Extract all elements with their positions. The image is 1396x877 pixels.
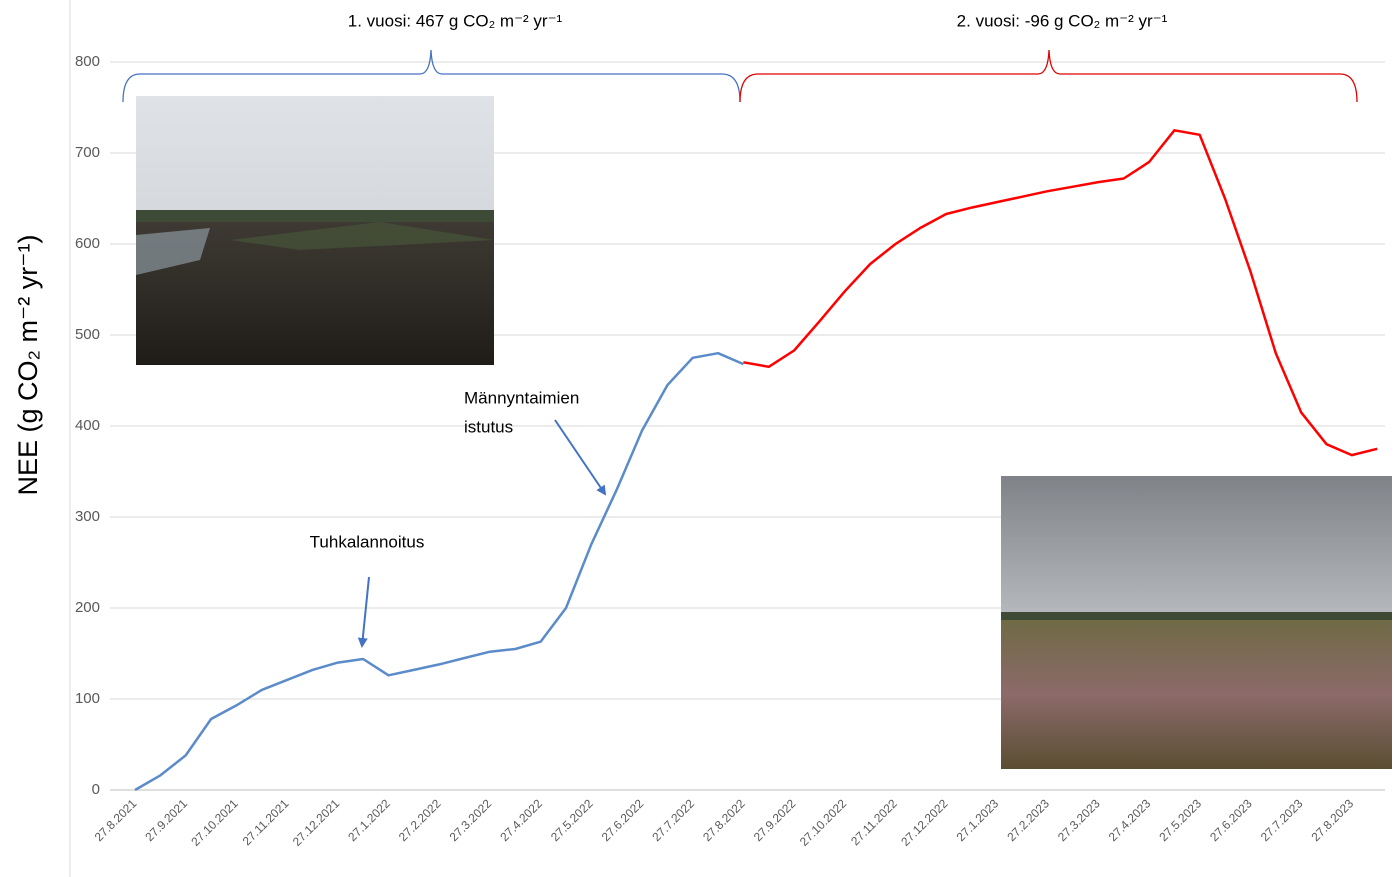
annotation: Tuhkalannoitus xyxy=(310,532,425,551)
photo-1 xyxy=(136,96,494,365)
x-tick-label: 27.2.2023 xyxy=(1004,796,1052,844)
series-line xyxy=(743,130,1377,455)
y-tick-label: 100 xyxy=(75,690,100,707)
x-tick-label: 27.3.2022 xyxy=(447,796,495,844)
x-tick-label: 27.5.2023 xyxy=(1156,796,1204,844)
y-tick-label: 700 xyxy=(75,144,100,161)
brace-year-1 xyxy=(123,50,740,102)
x-tick-label: 27.1.2023 xyxy=(954,796,1002,844)
x-tick-label: 27.6.2023 xyxy=(1207,796,1255,844)
y-tick-label: 300 xyxy=(75,508,100,525)
arrow xyxy=(555,420,605,494)
x-tick-label: 27.4.2023 xyxy=(1106,796,1154,844)
x-tick-label: 27.8.2023 xyxy=(1309,796,1357,844)
x-tick-label: 27.3.2023 xyxy=(1055,796,1103,844)
x-tick-label: 27.7.2022 xyxy=(649,796,697,844)
x-tick-label: 27.1.2022 xyxy=(345,796,393,844)
series-line xyxy=(135,353,743,790)
annotation: 2. vuosi: -96 g CO₂ m⁻² yr⁻¹ xyxy=(957,11,1168,30)
arrow xyxy=(362,577,369,646)
x-tick-label: 27.6.2022 xyxy=(599,796,647,844)
photo-2 xyxy=(1001,476,1392,769)
x-tick-label: 27.2.2022 xyxy=(396,796,444,844)
page: 1. vuosi: 467 g CO₂ m⁻² yr⁻¹ 2. vuosi: -… xyxy=(0,0,1396,877)
x-tick-label: 27.5.2022 xyxy=(548,796,596,844)
x-tick-label: 27.12.2022 xyxy=(898,796,951,849)
x-tick-label: 27.9.2021 xyxy=(142,796,190,844)
annotation: Männyntaimien xyxy=(464,388,579,407)
y-tick-label: 0 xyxy=(92,781,100,798)
x-tick-label: 27.12.2021 xyxy=(290,796,343,849)
y-tick-label: 200 xyxy=(75,599,100,616)
chart: 1. vuosi: 467 g CO₂ m⁻² yr⁻¹ 2. vuosi: -… xyxy=(0,0,1396,877)
y-tick-label: 400 xyxy=(75,417,100,434)
x-tick-label: 27.8.2022 xyxy=(700,796,748,844)
x-tick-label: 27.11.2022 xyxy=(848,796,900,848)
x-tick-label: 27.7.2023 xyxy=(1258,796,1306,844)
x-tick-label: 27.9.2022 xyxy=(751,796,799,844)
annotation: 1. vuosi: 467 g CO₂ m⁻² yr⁻¹ xyxy=(348,11,563,30)
y-tick-label: 800 xyxy=(75,53,100,70)
annotation: istutus xyxy=(464,417,513,436)
x-tick-label: 27.11.2021 xyxy=(240,796,292,848)
x-tick-label: 27.8.2021 xyxy=(92,796,140,844)
x-tick-label: 27.4.2022 xyxy=(497,796,545,844)
y-tick-label: 500 xyxy=(75,326,100,343)
x-tick-label: 27.10.2022 xyxy=(797,796,850,849)
y-axis-label: NEE (g CO₂ m⁻² yr⁻¹) xyxy=(13,235,43,496)
x-tick-label: 27.10.2021 xyxy=(188,796,241,849)
brace-year-2 xyxy=(740,50,1357,102)
y-tick-label: 600 xyxy=(75,235,100,252)
